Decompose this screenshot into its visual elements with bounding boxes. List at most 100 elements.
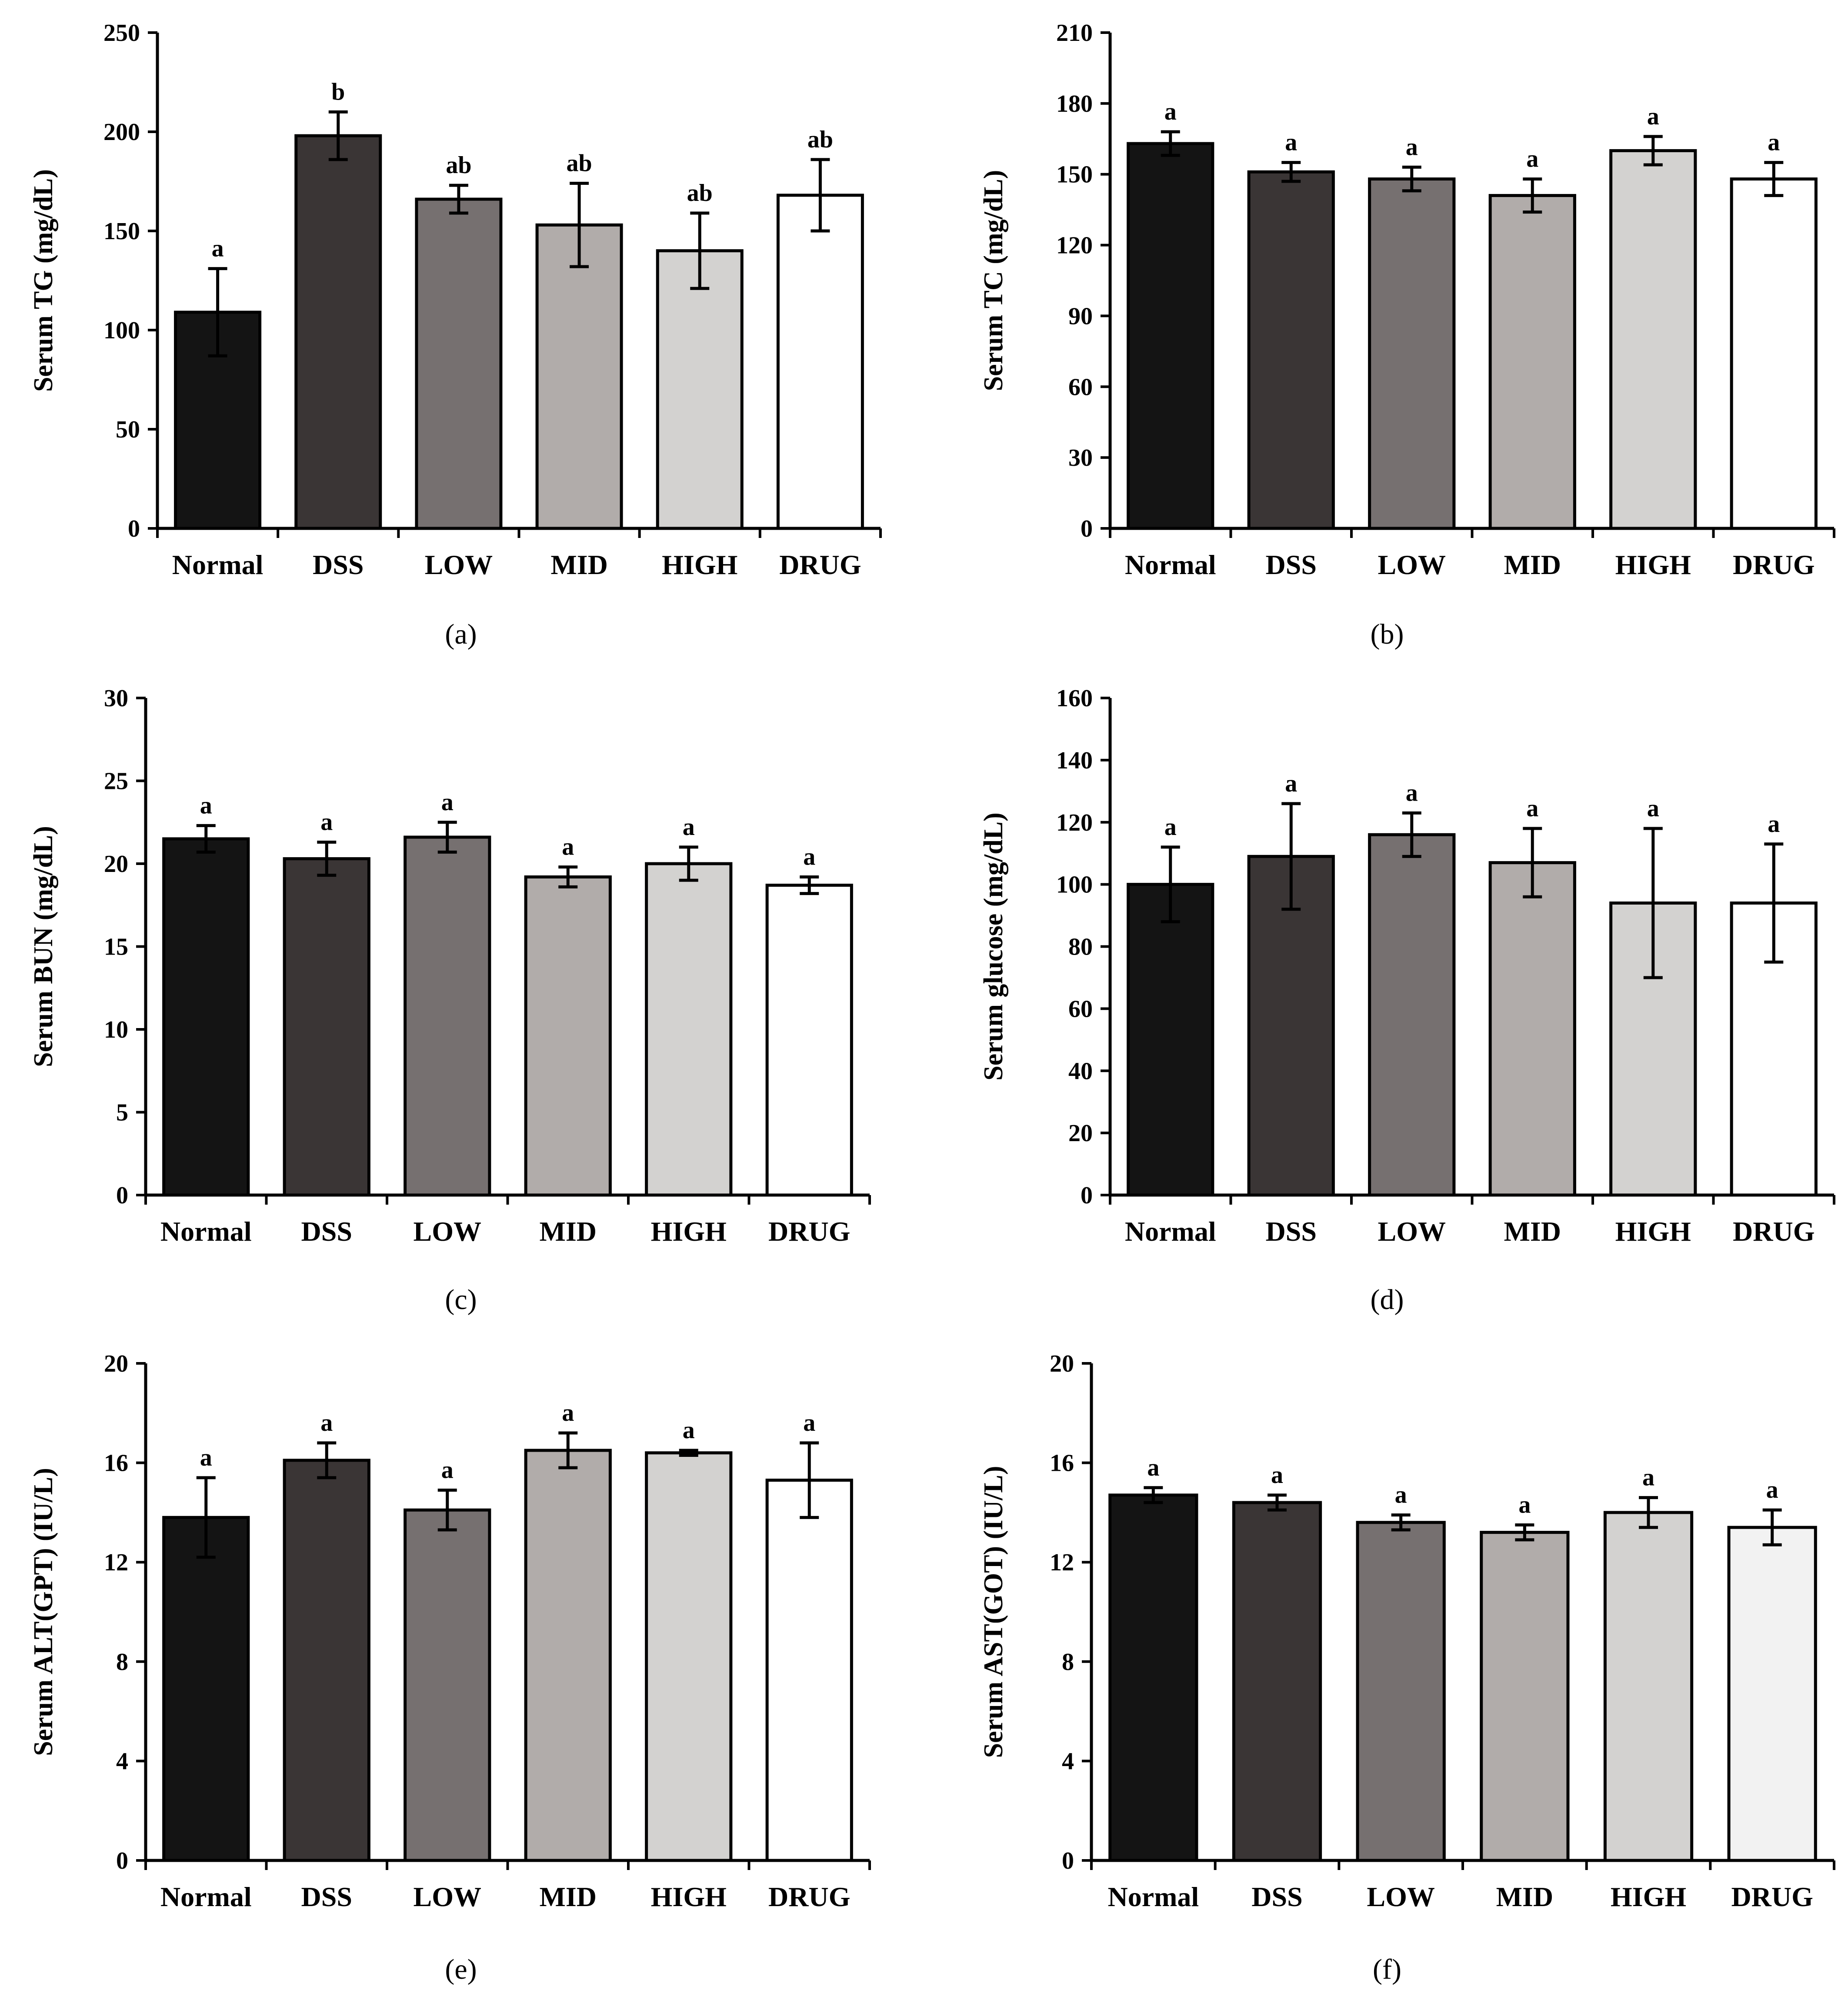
x-tick-label: LOW	[1367, 1881, 1434, 1912]
y-tick-label: 50	[116, 416, 140, 443]
x-tick-label: DRUG	[768, 1216, 850, 1247]
bar-dss	[294, 134, 382, 530]
y-tick-label: 140	[1056, 747, 1093, 774]
x-tick-label: DRUG	[1733, 549, 1815, 580]
significance-label: a	[1406, 779, 1418, 806]
y-tick-label: 0	[116, 1847, 128, 1874]
significance-label: a	[212, 235, 224, 262]
x-tick-label: DRUG	[1731, 1881, 1813, 1912]
error-bar-normal	[1161, 845, 1180, 923]
y-tick-label: 100	[1056, 872, 1093, 898]
y-axis-title: Serum AST(GOT) (IU/L)	[979, 1466, 1008, 1758]
bar-normal	[1108, 1493, 1198, 1862]
significance-label: a	[1647, 795, 1659, 822]
x-tick-label: DSS	[1266, 549, 1317, 580]
x-tick-label: LOW	[414, 1881, 481, 1912]
significance-label: a	[1518, 1491, 1531, 1518]
significance-label: a	[562, 1399, 574, 1426]
panel-caption: (b)	[1371, 618, 1404, 650]
x-tick-label: Normal	[160, 1881, 252, 1912]
x-tick-label: Normal	[172, 549, 264, 580]
significance-label: a	[1526, 795, 1538, 822]
bar-mid	[1480, 1531, 1570, 1862]
significance-label: a	[1526, 146, 1538, 173]
bar-normal	[162, 1516, 250, 1862]
y-tick-label: 4	[1062, 1748, 1074, 1775]
significance-label: a	[1285, 129, 1297, 156]
x-tick-label: Normal	[160, 1216, 252, 1247]
y-axis-title: Serum glucose (mg/dL)	[979, 812, 1008, 1081]
y-tick-label: 180	[1056, 90, 1093, 117]
significance-label: a	[1147, 1454, 1159, 1481]
bar-high	[1609, 149, 1697, 530]
error-bar-low	[1402, 165, 1421, 193]
panel-caption: (a)	[445, 618, 477, 650]
error-bar-normal	[196, 1476, 216, 1559]
y-tick-label: 0	[1081, 515, 1093, 542]
error-bar-normal	[208, 267, 227, 357]
bar-dss	[1232, 1501, 1322, 1862]
x-tick-label: MID	[1496, 1881, 1554, 1912]
chart-panel-a: a Normal b DSS ab LOW ab MID ab HIGH ab DRUG 0 50 100 1…	[29, 20, 882, 650]
y-axis-title: Serum TG (mg/dL)	[29, 169, 58, 392]
error-bar-drug	[800, 1441, 819, 1519]
x-tick-label: HIGH	[651, 1216, 727, 1247]
y-tick-label: 10	[104, 1016, 128, 1043]
y-tick-label: 80	[1068, 934, 1093, 961]
error-bar-mid	[1523, 827, 1542, 898]
error-bar-mid	[558, 865, 578, 888]
bar-mid	[1488, 194, 1576, 530]
significance-label: a	[1164, 98, 1177, 125]
y-tick-label: 4	[116, 1748, 128, 1775]
error-bar-low	[1391, 1513, 1411, 1532]
error-bar-dss	[1281, 802, 1301, 911]
y-tick-label: 8	[1062, 1649, 1074, 1676]
x-tick-label: DSS	[1266, 1216, 1317, 1247]
error-bar-dss	[1281, 161, 1301, 183]
chart-panel-b: a Normal a DSS a LOW a MID a HIGH a DRUG 0 30 60 90 120 1…	[979, 20, 1835, 650]
y-tick-label: 15	[104, 934, 128, 961]
panel-caption: (c)	[445, 1284, 477, 1316]
error-bar-high	[690, 211, 710, 290]
chart-panel-e: a Normal a DSS a LOW a MID a HIGH a DRUG 0 4 8 12 16 20 Se…	[29, 1350, 871, 1985]
error-bar-mid	[1523, 177, 1542, 214]
x-tick-label: DRUG	[1733, 1216, 1815, 1247]
error-bar-drug	[800, 875, 819, 895]
bar-mid	[1488, 861, 1576, 1197]
bar-dss	[1247, 170, 1335, 530]
bar-normal	[162, 837, 250, 1197]
error-bar-normal	[196, 824, 216, 854]
significance-label: a	[1395, 1482, 1407, 1509]
y-tick-label: 20	[104, 851, 128, 878]
x-tick-label: DSS	[313, 549, 364, 580]
y-axis-title: Serum TC (mg/dL)	[979, 170, 1008, 391]
significance-label: a	[1406, 134, 1418, 160]
significance-label: a	[1164, 814, 1177, 841]
y-tick-label: 60	[1068, 374, 1093, 401]
significance-label: ab	[687, 180, 713, 207]
x-tick-label: HIGH	[1615, 1216, 1691, 1247]
bar-mid	[524, 1449, 612, 1862]
y-tick-label: 16	[1050, 1450, 1074, 1477]
bar-high	[656, 249, 744, 530]
x-tick-label: MID	[1504, 549, 1561, 580]
chart-panel-d: a Normal a DSS a LOW a MID a HIGH a DRUG 0 20 40 60 80 10…	[979, 685, 1835, 1316]
error-bar-low	[449, 184, 468, 215]
significance-label: a	[803, 843, 815, 870]
bar-low	[404, 1508, 491, 1862]
x-tick-label: DRUG	[768, 1881, 850, 1912]
y-tick-label: 12	[104, 1549, 128, 1576]
significance-label: a	[1285, 770, 1297, 797]
error-bar-mid	[558, 1431, 578, 1469]
x-tick-label: HIGH	[662, 549, 737, 580]
x-tick-label: Normal	[1125, 1216, 1216, 1247]
significance-label: b	[331, 78, 345, 105]
error-bar-dss	[317, 840, 337, 877]
bar-high	[645, 862, 733, 1197]
y-tick-label: 16	[104, 1450, 128, 1477]
y-tick-label: 40	[1068, 1058, 1093, 1085]
error-bar-low	[437, 821, 457, 854]
significance-label: ab	[567, 150, 592, 177]
bar-drug	[1730, 177, 1818, 530]
significance-label: a	[441, 1456, 454, 1483]
